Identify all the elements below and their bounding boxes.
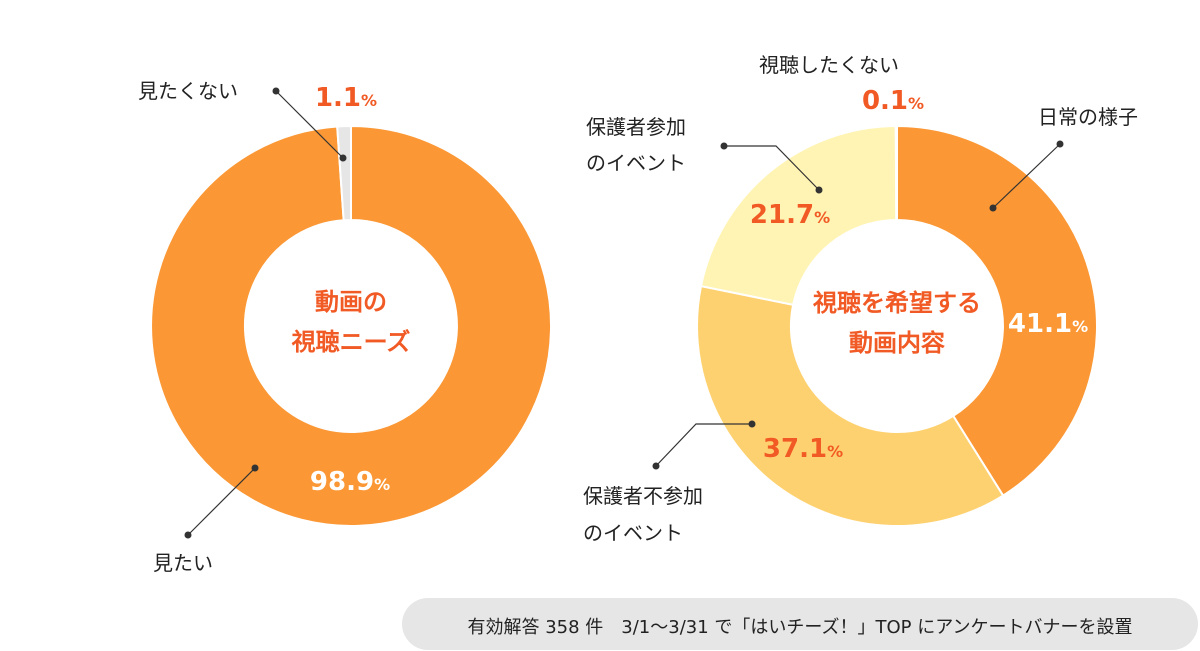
donut1-slice-0	[150, 124, 553, 527]
donut2-slice-0	[896, 124, 1098, 497]
donut2-slice-3	[894, 124, 898, 222]
donut-chart-desired-content: 視聴を希望する 動画内容 41.1% 37.1% 21.7% 0.1% 視聴した…	[583, 53, 1138, 545]
donut1-label-want: 見たい	[153, 551, 213, 575]
donut2-slice-2	[699, 124, 898, 307]
donut1-leader-dot-want-end	[184, 531, 192, 539]
donut2-value-label-parent-event: 21.7%	[750, 200, 830, 230]
donut2-value-label-daily: 41.1%	[1008, 309, 1088, 339]
donut2-leader-line-daily	[992, 143, 1061, 209]
donut2-leader-line-parent-event	[724, 145, 820, 191]
donut2-label-parent-event: 保護者参加 のイベント	[586, 115, 692, 175]
donut2-leader-dot-parent-event-end	[815, 186, 823, 194]
donut2-value-label-non-parent-event: 37.1%	[763, 434, 843, 464]
donut2-label-daily: 日常の様子	[1038, 105, 1138, 129]
donut1-leader-dot-not-want-end	[339, 154, 347, 162]
footnote-background	[402, 598, 1198, 650]
donut1-center-title-line2: 視聴ニーズ	[291, 328, 411, 356]
donut1-label-not-want: 見たくない	[138, 79, 238, 103]
donut2-slice-1	[696, 284, 1005, 527]
donut1-value-label-want: 98.9%	[310, 467, 390, 497]
donut2-leader-dot-non-parent-event-end	[748, 420, 756, 428]
donut1-center-title-line1: 動画の	[315, 288, 387, 316]
donut1-value-label-not-want: 1.1%	[315, 83, 377, 113]
donut-chart-viewing-needs: 動画の 視聴ニーズ 98.9% 1.1% 見たくない 見たい	[138, 79, 553, 575]
donut2-label-no-view: 視聴したくない	[759, 53, 899, 77]
donut1-leader-line-not-want	[275, 90, 344, 159]
donut1-leader-line-want	[187, 467, 256, 536]
donut2-label-non-parent-event: 保護者不参加 のイベント	[583, 484, 709, 545]
donut2-value-label-no-view: 0.1%	[862, 86, 924, 116]
donut2-center-title-line2: 動画内容	[849, 329, 945, 357]
donut2-leader-line-non-parent-event	[655, 423, 752, 467]
footnote-text: 有効解答 358 件 3/1〜3/31 で「はいチーズ！」TOP にアンケートバ…	[467, 617, 1132, 638]
donut2-leader-dot-daily-end	[989, 204, 997, 212]
footnote-panel: 有効解答 358 件 3/1〜3/31 で「はいチーズ！」TOP にアンケートバ…	[402, 598, 1198, 650]
donut1-slice-1	[336, 124, 352, 222]
donut2-center-title-line1: 視聴を希望する	[812, 289, 981, 317]
